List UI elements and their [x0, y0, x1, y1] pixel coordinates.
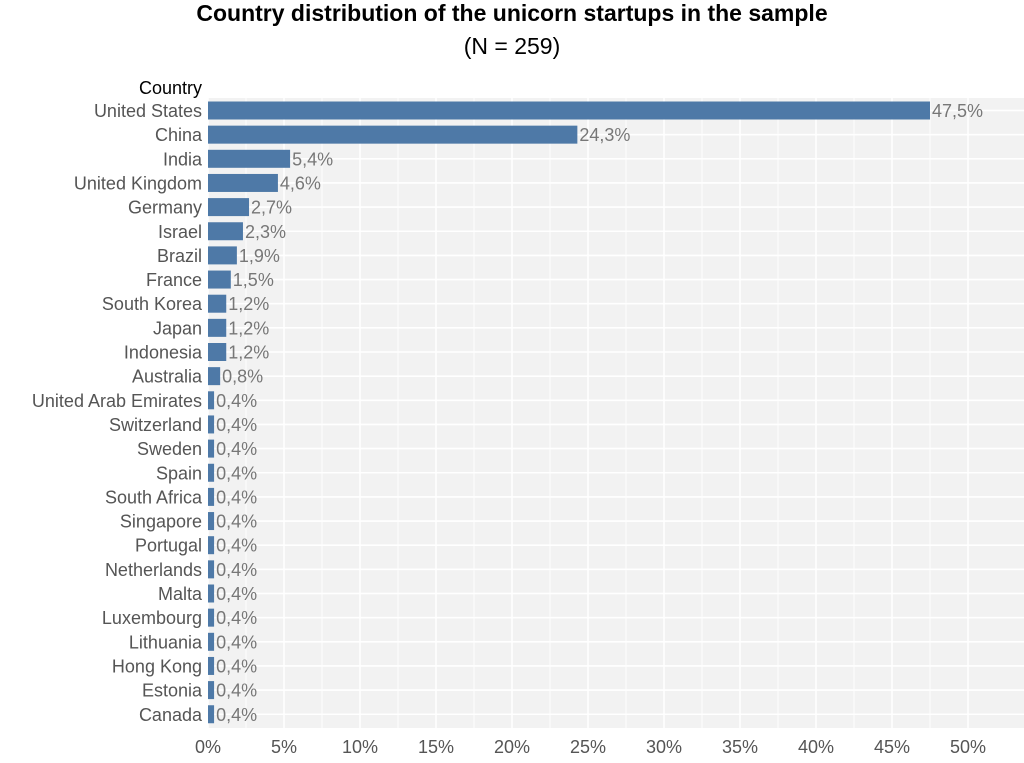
- x-tick-labels: 0% 5% 10% 15% 20% 25% 30% 35% 40% 45% 50%: [195, 737, 986, 757]
- x-tick-label: 20%: [494, 737, 530, 757]
- x-tick-label: 15%: [418, 737, 454, 757]
- value-label: 0,4%: [216, 439, 257, 459]
- value-label: 0,4%: [216, 463, 257, 483]
- bar: [208, 584, 215, 603]
- category-label: United Arab Emirates: [32, 391, 202, 411]
- x-tick-label: 50%: [950, 737, 986, 757]
- bar: [208, 560, 215, 579]
- bar: [208, 294, 227, 313]
- plot-panel: [208, 98, 1024, 728]
- category-label: France: [146, 270, 202, 290]
- category-label: Hong Kong: [112, 656, 202, 676]
- bar: [208, 198, 250, 217]
- bar: [208, 512, 215, 531]
- bar: [208, 608, 215, 627]
- bar: [208, 463, 215, 482]
- value-label: 5,4%: [292, 149, 333, 169]
- bar: [208, 125, 578, 144]
- x-tick-label: 0%: [195, 737, 221, 757]
- bar: [208, 681, 215, 700]
- category-label: Australia: [132, 367, 203, 387]
- category-label: India: [163, 149, 203, 169]
- chart-title: Country distribution of the unicorn star…: [196, 0, 828, 26]
- value-label: 0,4%: [216, 512, 257, 532]
- bar: [208, 270, 231, 289]
- bar: [208, 367, 221, 386]
- value-label: 0,4%: [216, 391, 257, 411]
- x-tick-label: 40%: [798, 737, 834, 757]
- category-label: Spain: [156, 463, 202, 483]
- category-label: South Korea: [102, 294, 203, 314]
- value-label: 0,8%: [222, 367, 263, 387]
- category-label: Switzerland: [109, 415, 202, 435]
- bar: [208, 222, 243, 241]
- category-label: South Africa: [105, 487, 203, 507]
- value-label: 47,5%: [932, 101, 983, 121]
- bar: [208, 173, 278, 192]
- value-label: 4,6%: [280, 173, 321, 193]
- bars: [208, 101, 930, 724]
- bar: [208, 391, 215, 410]
- x-tick-label: 45%: [874, 737, 910, 757]
- value-label: 1,2%: [228, 318, 269, 338]
- bar: [208, 318, 227, 337]
- value-label: 2,7%: [251, 198, 292, 218]
- value-label: 0,4%: [216, 681, 257, 701]
- value-label: 0,4%: [216, 656, 257, 676]
- bar: [208, 246, 237, 265]
- category-labels: United States China India United Kingdom Ger…: [32, 101, 203, 725]
- category-label: Netherlands: [105, 560, 202, 580]
- category-label: United States: [94, 101, 202, 121]
- value-label: 1,2%: [228, 294, 269, 314]
- value-label: 1,5%: [233, 270, 274, 290]
- bar: [208, 439, 215, 458]
- category-label: Luxembourg: [102, 608, 202, 628]
- bar: [208, 487, 215, 506]
- value-label: 0,4%: [216, 608, 257, 628]
- category-label: Japan: [153, 318, 202, 338]
- value-label: 0,4%: [216, 415, 257, 435]
- x-tick-label: 10%: [342, 737, 378, 757]
- bar: [208, 101, 930, 120]
- category-label: Israel: [158, 222, 202, 242]
- bar: [208, 149, 291, 168]
- value-label: 24,3%: [579, 125, 630, 145]
- value-label: 1,2%: [228, 343, 269, 363]
- category-label: Sweden: [137, 439, 202, 459]
- bar: [208, 656, 215, 675]
- category-label: Canada: [139, 705, 203, 725]
- value-label: 0,4%: [216, 632, 257, 652]
- value-labels: 47,5% 24,3% 5,4% 4,6% 2,7% 2,3% 1,9% 1,5% 1,2% 1,…: [216, 101, 983, 725]
- bar: [208, 632, 215, 651]
- category-label: Portugal: [135, 536, 202, 556]
- category-label: Brazil: [157, 246, 202, 266]
- category-label: Germany: [128, 198, 202, 218]
- chart-subtitle: (N = 259): [463, 33, 561, 59]
- bar: [208, 343, 227, 361]
- category-label: China: [155, 125, 203, 145]
- value-label: 0,4%: [216, 705, 257, 725]
- x-tick-label: 35%: [722, 737, 758, 757]
- category-label: United Kingdom: [74, 173, 202, 193]
- grid-lines: [207, 98, 1024, 728]
- value-label: 0,4%: [216, 487, 257, 507]
- value-label: 2,3%: [245, 222, 286, 242]
- value-label: 0,4%: [216, 584, 257, 604]
- bar: [208, 536, 215, 555]
- x-tick-label: 5%: [271, 737, 297, 757]
- bar: [208, 705, 215, 724]
- y-axis-title: Country: [139, 78, 202, 98]
- category-label: Malta: [158, 584, 203, 604]
- value-label: 1,9%: [239, 246, 280, 266]
- category-label: Lithuania: [129, 632, 203, 652]
- category-label: Singapore: [120, 512, 202, 532]
- value-label: 0,4%: [216, 536, 257, 556]
- x-tick-label: 30%: [646, 737, 682, 757]
- value-label: 0,4%: [216, 560, 257, 580]
- category-label: Estonia: [142, 681, 203, 701]
- bar: [208, 415, 215, 434]
- x-tick-label: 25%: [570, 737, 606, 757]
- category-label: Indonesia: [124, 343, 203, 363]
